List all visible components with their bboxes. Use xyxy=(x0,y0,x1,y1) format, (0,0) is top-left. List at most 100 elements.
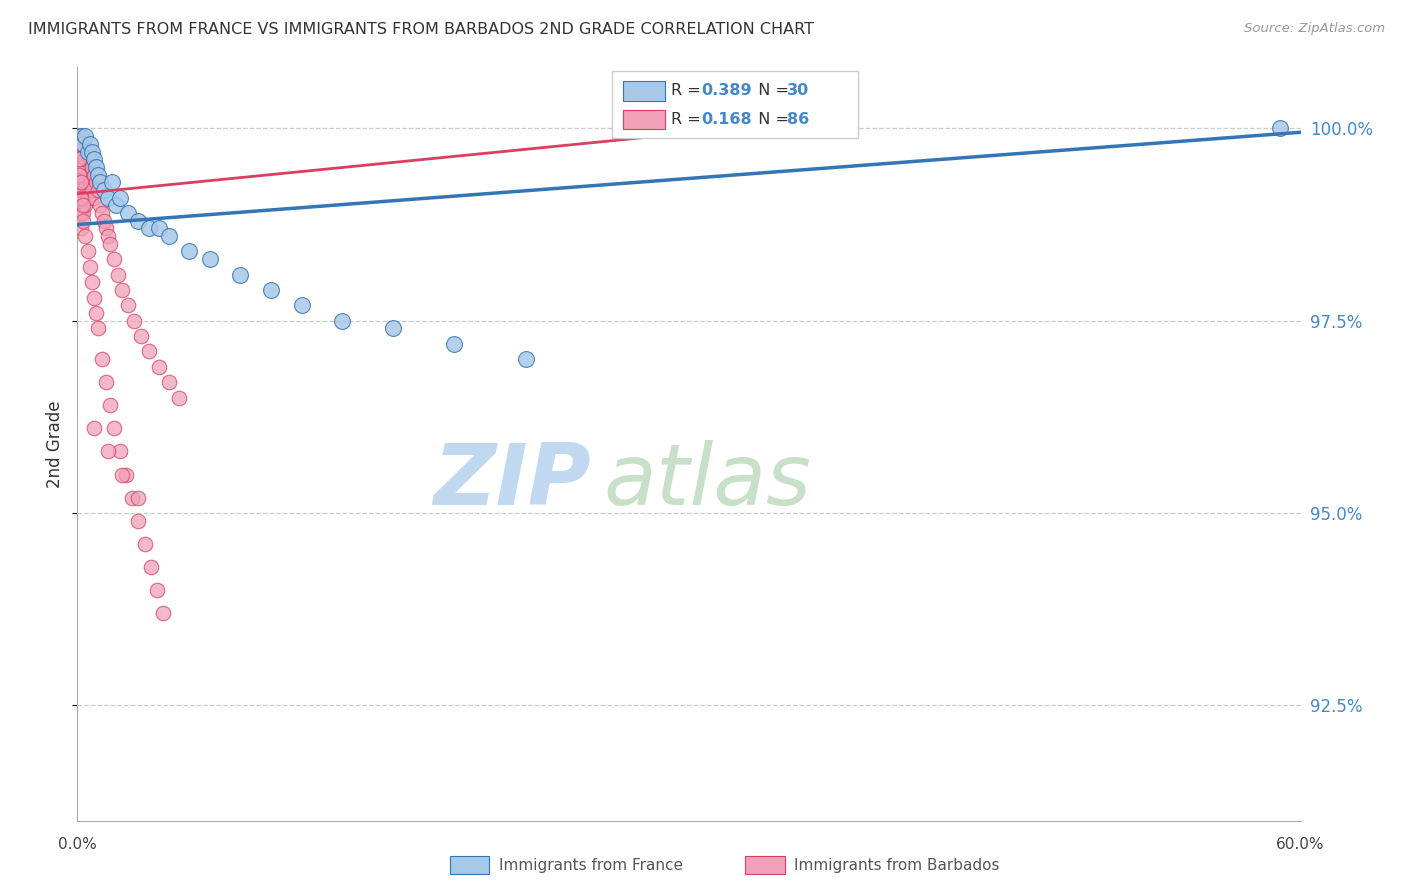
Point xyxy=(66,136,89,151)
Point xyxy=(70,175,93,189)
Point xyxy=(75,175,97,189)
Point xyxy=(94,376,117,390)
Point xyxy=(97,444,120,458)
Point xyxy=(67,129,90,144)
Point xyxy=(105,198,128,212)
Point xyxy=(70,129,93,144)
Point xyxy=(89,198,111,212)
Point xyxy=(72,198,94,212)
Point xyxy=(70,145,93,159)
Text: R =: R = xyxy=(671,84,706,98)
Point xyxy=(75,129,97,144)
Point xyxy=(79,152,101,166)
Point xyxy=(382,321,405,335)
Text: R =: R = xyxy=(671,112,706,127)
Point xyxy=(70,206,93,220)
Point xyxy=(67,160,90,174)
Point xyxy=(97,229,120,244)
Point xyxy=(79,260,101,274)
Point xyxy=(67,168,90,182)
Point xyxy=(98,398,121,412)
Point xyxy=(72,183,94,197)
Point xyxy=(1268,121,1291,136)
Point xyxy=(67,175,90,189)
Point xyxy=(117,298,139,312)
Point xyxy=(138,221,160,235)
Point xyxy=(87,321,110,335)
Point xyxy=(70,175,93,189)
Point xyxy=(98,236,121,251)
Point xyxy=(111,283,134,297)
Y-axis label: 2nd Grade: 2nd Grade xyxy=(46,400,65,488)
Point xyxy=(94,221,117,235)
Point xyxy=(103,252,125,267)
Point xyxy=(103,421,125,435)
Point xyxy=(129,329,152,343)
Point xyxy=(70,160,93,174)
Point xyxy=(75,198,97,212)
Point xyxy=(76,145,98,159)
Point xyxy=(121,491,143,505)
Point xyxy=(80,145,103,159)
Point xyxy=(229,268,252,282)
Point xyxy=(83,421,105,435)
Point xyxy=(134,537,156,551)
Point xyxy=(152,606,174,620)
Point xyxy=(84,175,107,189)
Point xyxy=(72,136,94,151)
Point xyxy=(67,152,90,166)
Point xyxy=(179,244,201,259)
Point xyxy=(290,298,312,312)
Point xyxy=(87,168,110,182)
Point xyxy=(79,136,101,151)
Point xyxy=(67,136,90,151)
Point xyxy=(66,136,89,151)
Point xyxy=(67,145,90,159)
Point xyxy=(332,314,354,328)
Text: 60.0%: 60.0% xyxy=(1277,838,1324,852)
Point xyxy=(139,559,162,574)
Point xyxy=(67,183,90,197)
Point xyxy=(157,376,180,390)
Point xyxy=(443,336,465,351)
Text: Immigrants from Barbados: Immigrants from Barbados xyxy=(794,858,1000,872)
Point xyxy=(108,191,131,205)
Point xyxy=(93,213,115,227)
Point xyxy=(127,213,149,227)
Point xyxy=(67,152,90,166)
Point xyxy=(89,175,111,189)
Text: 0.168: 0.168 xyxy=(702,112,752,127)
Point xyxy=(76,244,98,259)
Point xyxy=(90,352,112,367)
Text: N =: N = xyxy=(748,112,794,127)
Point xyxy=(80,183,103,197)
Point xyxy=(108,444,131,458)
Text: 0.389: 0.389 xyxy=(702,84,752,98)
Text: Source: ZipAtlas.com: Source: ZipAtlas.com xyxy=(1244,22,1385,36)
Point xyxy=(83,152,105,166)
Point xyxy=(83,168,105,182)
Point xyxy=(148,359,170,374)
Point xyxy=(66,129,89,144)
Point xyxy=(70,191,93,205)
Point xyxy=(70,191,93,205)
Text: 30: 30 xyxy=(787,84,810,98)
Point xyxy=(111,467,134,482)
Point xyxy=(115,467,138,482)
Point xyxy=(146,582,169,597)
Point xyxy=(70,129,93,144)
Point xyxy=(67,168,90,182)
Text: N =: N = xyxy=(748,84,794,98)
Point xyxy=(76,168,98,182)
Point xyxy=(97,191,120,205)
Point xyxy=(66,145,89,159)
Text: Immigrants from France: Immigrants from France xyxy=(499,858,683,872)
Point xyxy=(157,229,180,244)
Point xyxy=(260,283,283,297)
Point xyxy=(67,152,90,166)
Point xyxy=(515,352,537,367)
Text: ZIP: ZIP xyxy=(433,440,591,523)
Point xyxy=(127,514,149,528)
Point xyxy=(76,191,98,205)
Point xyxy=(198,252,221,267)
